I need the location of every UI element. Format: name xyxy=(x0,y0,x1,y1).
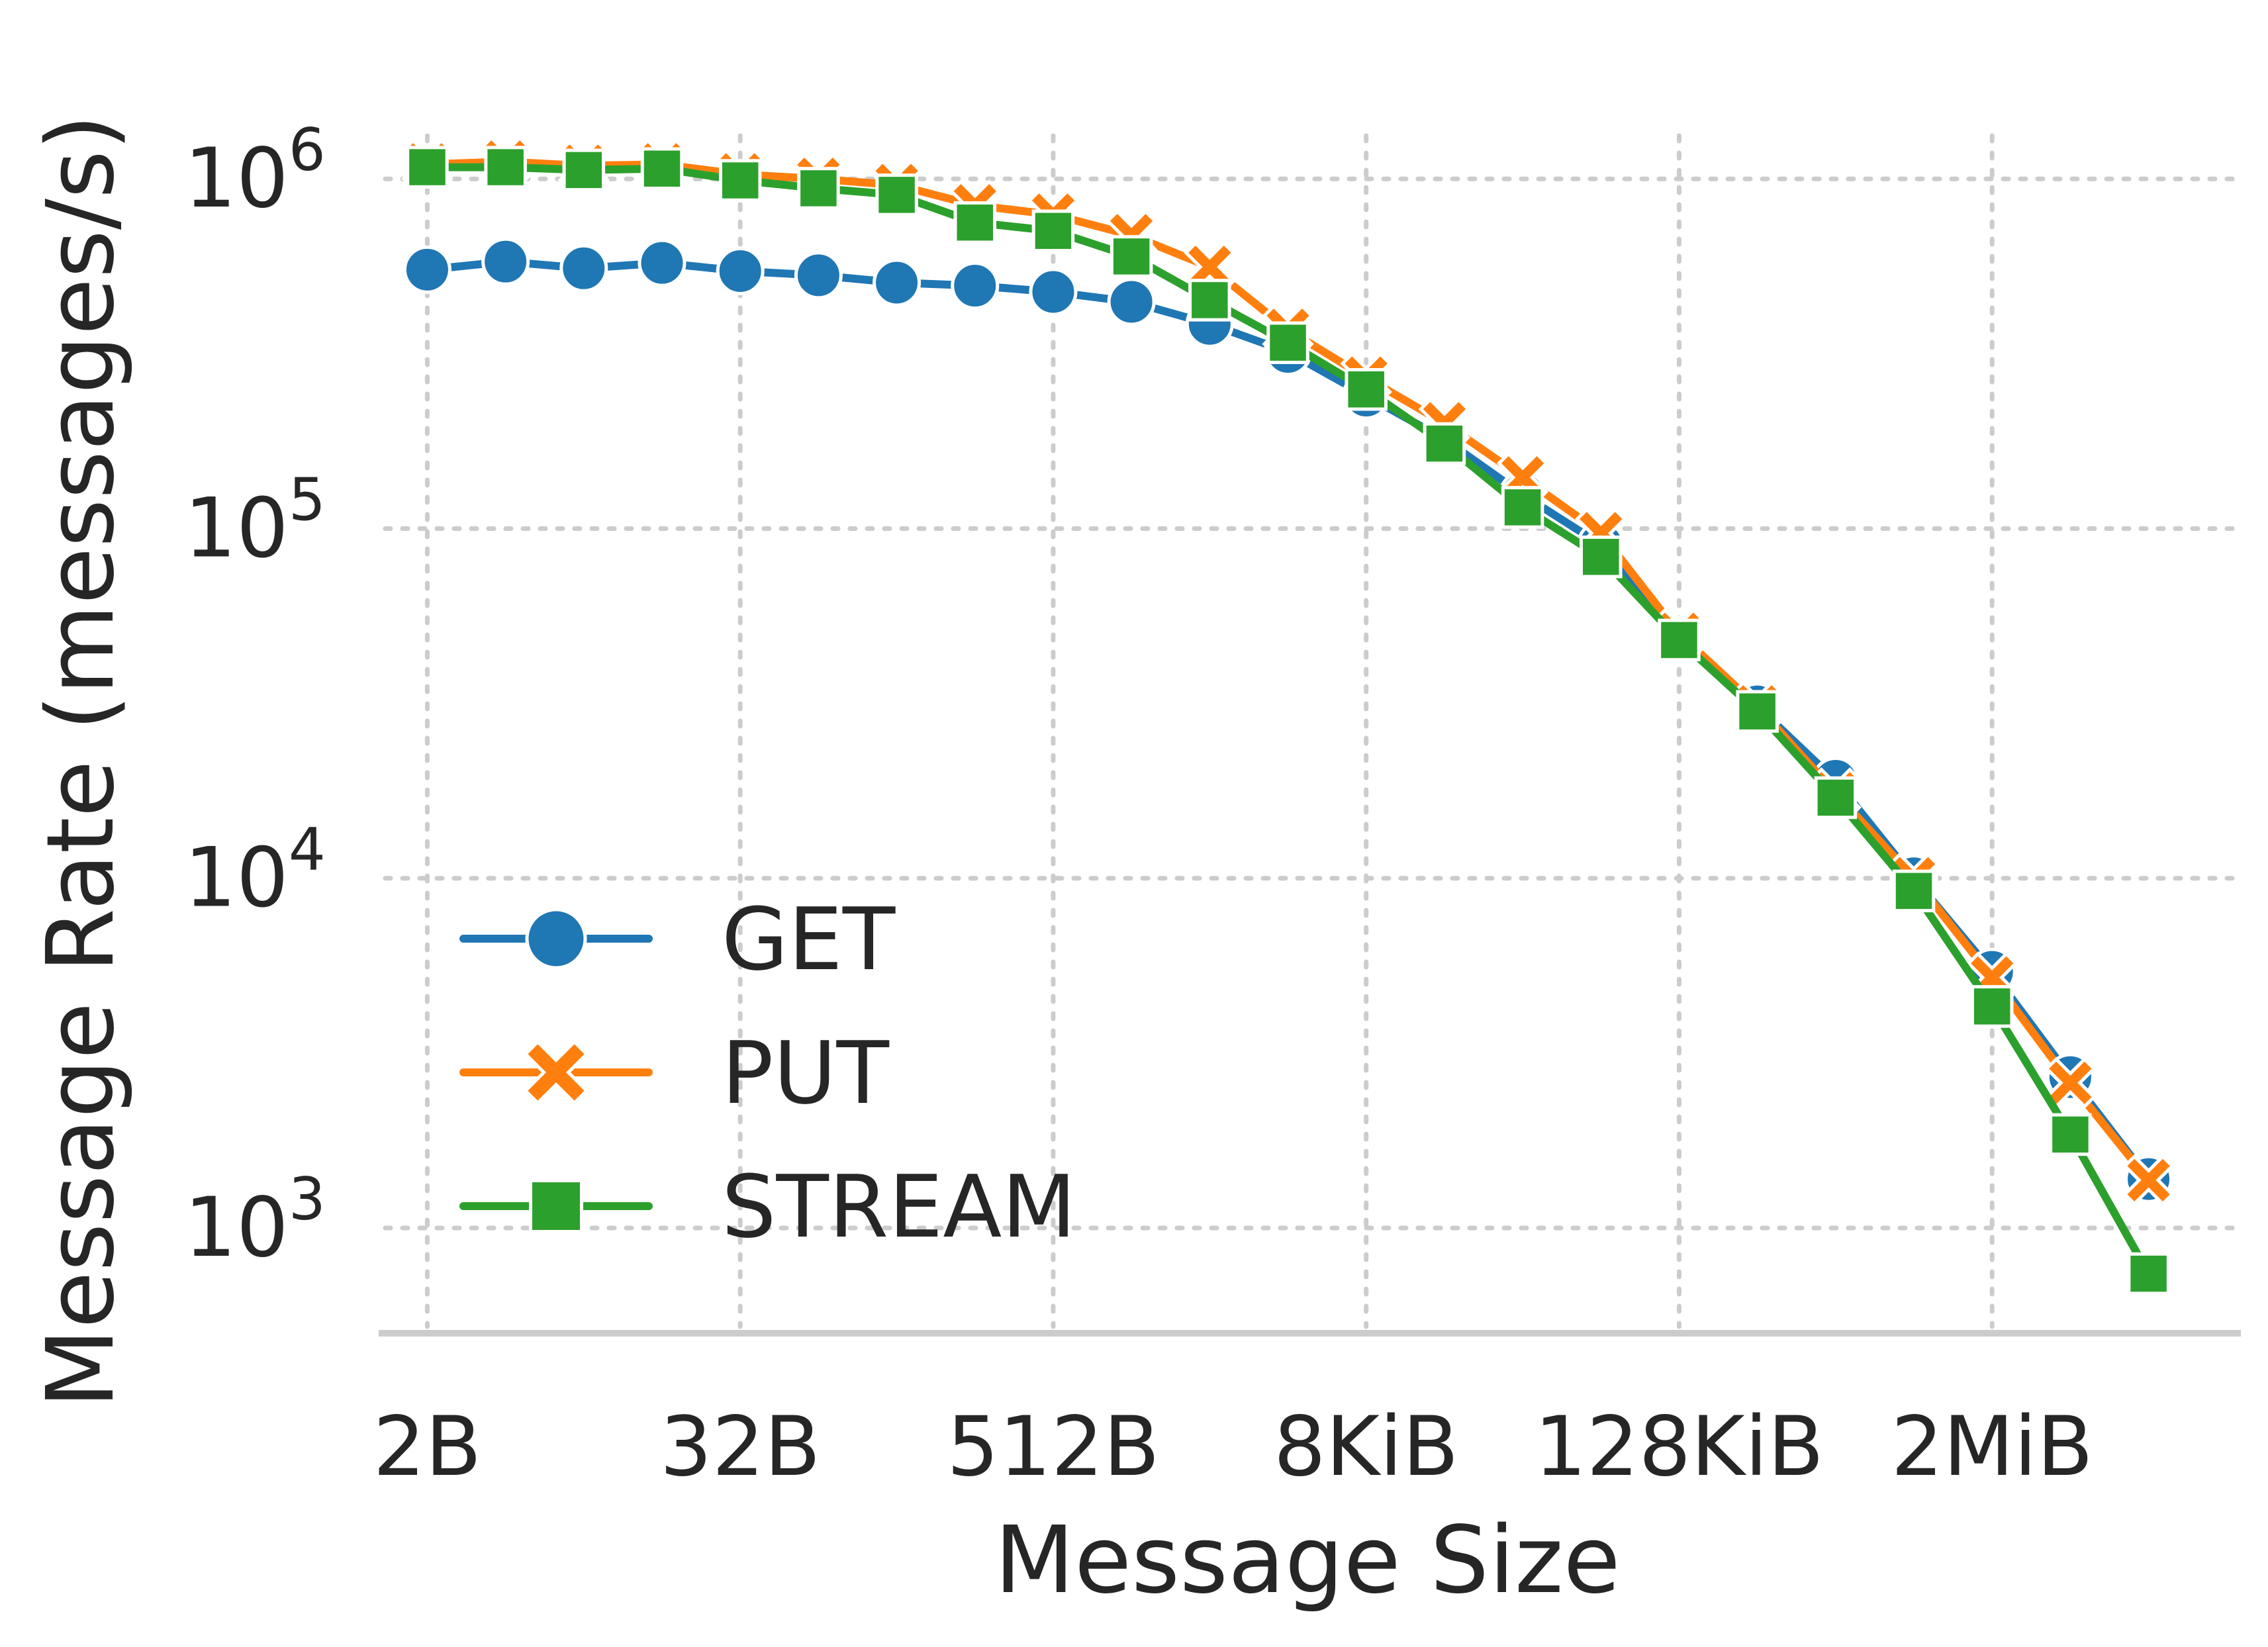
x-tick-label: 2MiB xyxy=(1891,1399,2093,1495)
data-point xyxy=(640,147,684,190)
y-tick-label: 104 xyxy=(184,816,326,926)
y-tick-base: 10 xyxy=(184,831,289,926)
legend-label: PUT xyxy=(722,1023,890,1123)
data-point xyxy=(2044,1057,2097,1109)
x-tick-label: 512B xyxy=(947,1399,1160,1495)
legend-label: STREAM xyxy=(722,1156,1076,1257)
data-point xyxy=(1031,209,1075,253)
x-tick-label: 32B xyxy=(660,1399,821,1495)
legend-swatch-marker xyxy=(525,908,587,970)
x-axis-label: Message Size xyxy=(994,1507,1620,1615)
data-point xyxy=(481,237,530,286)
data-point xyxy=(953,201,997,244)
series-get xyxy=(402,237,2173,1203)
data-point xyxy=(797,167,840,210)
series-put xyxy=(401,135,2175,1207)
data-point xyxy=(718,159,762,202)
data-point xyxy=(638,238,686,287)
data-point xyxy=(1580,535,1623,579)
y-tick-base: 10 xyxy=(184,131,289,226)
y-tick-label: 106 xyxy=(184,116,326,226)
x-tick-label: 128KiB xyxy=(1535,1399,1824,1495)
legend-label: GET xyxy=(722,889,896,990)
legend-item-stream: STREAM xyxy=(459,1156,1076,1257)
series-line xyxy=(423,258,2153,1184)
legend-swatch-marker xyxy=(523,1039,589,1106)
series-line xyxy=(423,158,2153,1184)
data-point xyxy=(2127,1252,2170,1295)
data-point xyxy=(1266,321,1309,364)
legend-swatch-marker xyxy=(529,1179,583,1233)
data-point xyxy=(1110,235,1153,278)
grid-lines xyxy=(383,133,2244,1329)
y-tick-label: 105 xyxy=(184,465,326,576)
y-tick-exponent: 5 xyxy=(289,465,326,534)
data-point xyxy=(2049,1113,2092,1156)
data-point xyxy=(1970,985,2014,1028)
data-point xyxy=(716,246,765,295)
data-point xyxy=(1345,368,1388,411)
y-tick-base: 10 xyxy=(184,1180,289,1276)
data-point xyxy=(951,261,1000,310)
data-point xyxy=(2122,1154,2175,1207)
data-point xyxy=(794,251,843,300)
y-tick-label: 103 xyxy=(184,1165,326,1276)
y-axis-label: Message Rate (messages/s) xyxy=(27,114,135,1408)
x-tick-label: 8KiB xyxy=(1274,1399,1459,1495)
data-point xyxy=(873,258,921,307)
data-point xyxy=(406,146,449,189)
data-point xyxy=(1658,618,1701,662)
data-point xyxy=(1736,690,1779,733)
data-point xyxy=(1814,776,1858,820)
legend-item-get: GET xyxy=(459,889,896,990)
data-point xyxy=(402,245,451,294)
data-point xyxy=(484,146,527,189)
data-point xyxy=(875,173,918,216)
data-point xyxy=(1107,277,1156,326)
data-point xyxy=(1184,240,1236,293)
series-stream xyxy=(406,146,2170,1295)
y-tick-exponent: 4 xyxy=(289,816,326,884)
data-point xyxy=(1029,267,1078,316)
data-point xyxy=(1501,486,1544,529)
x-tick-label: 2B xyxy=(373,1399,481,1495)
data-point xyxy=(1892,869,1936,913)
y-tick-exponent: 3 xyxy=(289,1165,326,1233)
y-tick-base: 10 xyxy=(184,481,289,576)
data-point xyxy=(559,244,608,293)
data-series xyxy=(401,135,2175,1295)
legend-item-put: PUT xyxy=(459,1023,890,1123)
y-tick-exponent: 6 xyxy=(289,116,326,184)
legend: GET PUT STREAM xyxy=(459,889,1076,1257)
data-point xyxy=(562,148,606,192)
data-point xyxy=(1423,422,1466,465)
data-point xyxy=(1188,279,1231,322)
